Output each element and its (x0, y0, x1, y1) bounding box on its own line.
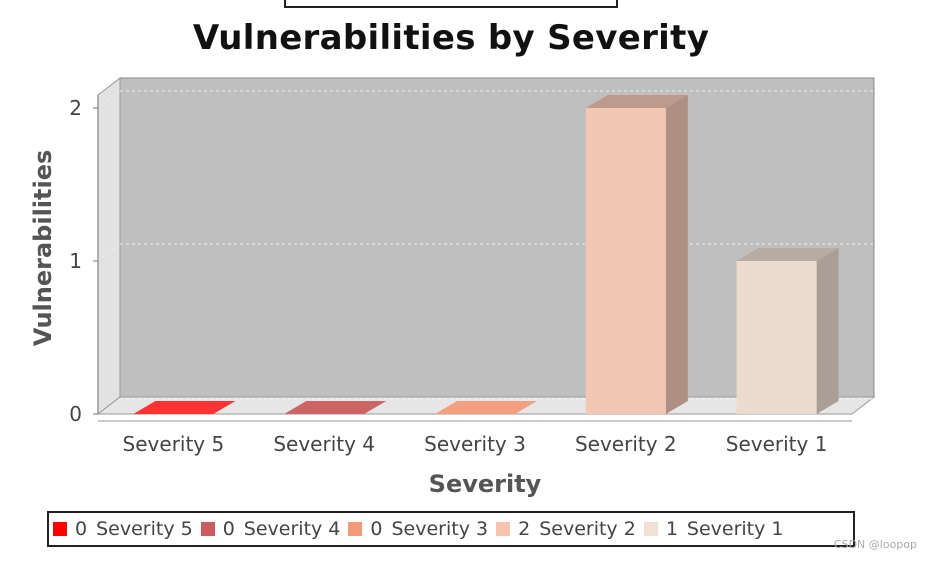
bar-side (816, 248, 839, 414)
x-tick-label: Severity 5 (123, 432, 225, 456)
bar-top (736, 248, 839, 261)
legend-swatch (200, 522, 215, 536)
x-tick-label: Severity 3 (424, 432, 526, 456)
gridline (97, 90, 121, 109)
y-axis-label: Vulnerabilities (29, 150, 57, 347)
legend-swatch (643, 522, 658, 536)
legend-label: Severity 4 (243, 518, 341, 540)
legend-swatch (348, 522, 363, 536)
legend-swatch (53, 522, 67, 536)
y-tick-label: 1 (69, 249, 82, 273)
legend-count: 0 (370, 518, 383, 540)
legend-swatch (496, 522, 511, 536)
bar (435, 401, 537, 414)
legend-item: 2 Severity 2 (496, 518, 636, 540)
legend-count: 0 (222, 518, 235, 540)
gridline (97, 243, 121, 262)
watermark-text: CSDN @loopop (833, 538, 917, 551)
legend-item: 0 Severity 4 (200, 518, 341, 540)
legend-item: 0 Severity 5 (53, 518, 193, 540)
bar (585, 108, 666, 414)
legend-item: 1 Severity 1 (643, 518, 784, 540)
y-tick-label: 2 (69, 96, 82, 120)
legend-count: 2 (518, 518, 531, 540)
chart-title: Vulnerabilities by Severity (192, 18, 710, 58)
bar-side (665, 95, 688, 414)
chart-legend: 0 Severity 5 0 Severity 4 0 Severity 3 2 Severi… (47, 511, 855, 547)
x-tick-label: Severity 4 (273, 432, 375, 456)
x-tick-label: Severity 1 (726, 432, 828, 456)
x-tick-label: Severity 2 (575, 432, 677, 456)
bar (736, 261, 817, 414)
top-frame-box (284, 0, 618, 8)
y-tick-label: 0 (69, 402, 82, 426)
bar-top (585, 95, 688, 108)
x-axis-label: Severity (429, 470, 542, 498)
legend-label: Severity 5 (96, 518, 193, 540)
plot-left-wall (97, 76, 121, 416)
legend-label: Severity 2 (539, 518, 636, 540)
legend-count: 1 (665, 518, 678, 540)
legend-count: 0 (75, 518, 88, 540)
bar (133, 401, 236, 414)
legend-label: Severity 3 (391, 518, 489, 540)
bar (284, 401, 387, 414)
legend-label: Severity 1 (686, 518, 784, 540)
legend-item: 0 Severity 3 (348, 518, 488, 540)
